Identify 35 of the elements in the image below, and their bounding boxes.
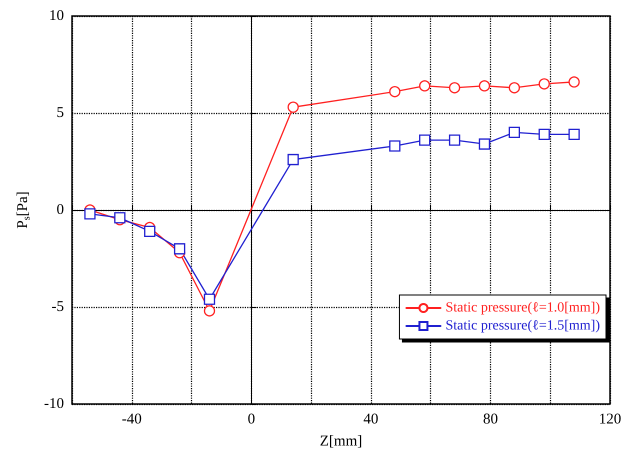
point (389, 140, 400, 152)
point (538, 78, 550, 90)
y-tick-label: -10 (44, 396, 64, 412)
x-tick-label: -40 (122, 412, 142, 428)
point (389, 86, 400, 98)
point (538, 128, 550, 140)
point (508, 126, 520, 138)
x-tick-label: 0 (248, 412, 256, 428)
x-axis-title: Z[mm] (320, 434, 362, 450)
point (419, 134, 430, 146)
point (288, 102, 299, 113)
point (288, 154, 299, 166)
y-axis-title: Ps[Pa] (15, 191, 32, 229)
point (448, 134, 460, 146)
x-tick-label: 80 (482, 412, 498, 428)
point (84, 208, 96, 220)
legend-label: Static pressure(ℓ=1.5[mm]) (445, 318, 600, 334)
point (478, 80, 490, 92)
point (568, 128, 580, 140)
point (174, 243, 186, 254)
point (568, 76, 580, 88)
x-tick-label: 120 (598, 412, 622, 428)
point (204, 305, 216, 317)
point (508, 82, 520, 94)
point (448, 82, 460, 94)
y-tick-label: 0 (56, 202, 64, 218)
x-tick-label: 40 (363, 412, 378, 428)
point (419, 80, 430, 92)
y-tick-label: 10 (49, 8, 64, 24)
point (144, 226, 156, 237)
point (204, 294, 216, 305)
legend-label: Static pressure(ℓ=1.0[mm]) (445, 300, 600, 316)
point (478, 138, 490, 150)
y-tick-label: 5 (56, 105, 64, 121)
y-tick-label: -5 (52, 299, 64, 315)
